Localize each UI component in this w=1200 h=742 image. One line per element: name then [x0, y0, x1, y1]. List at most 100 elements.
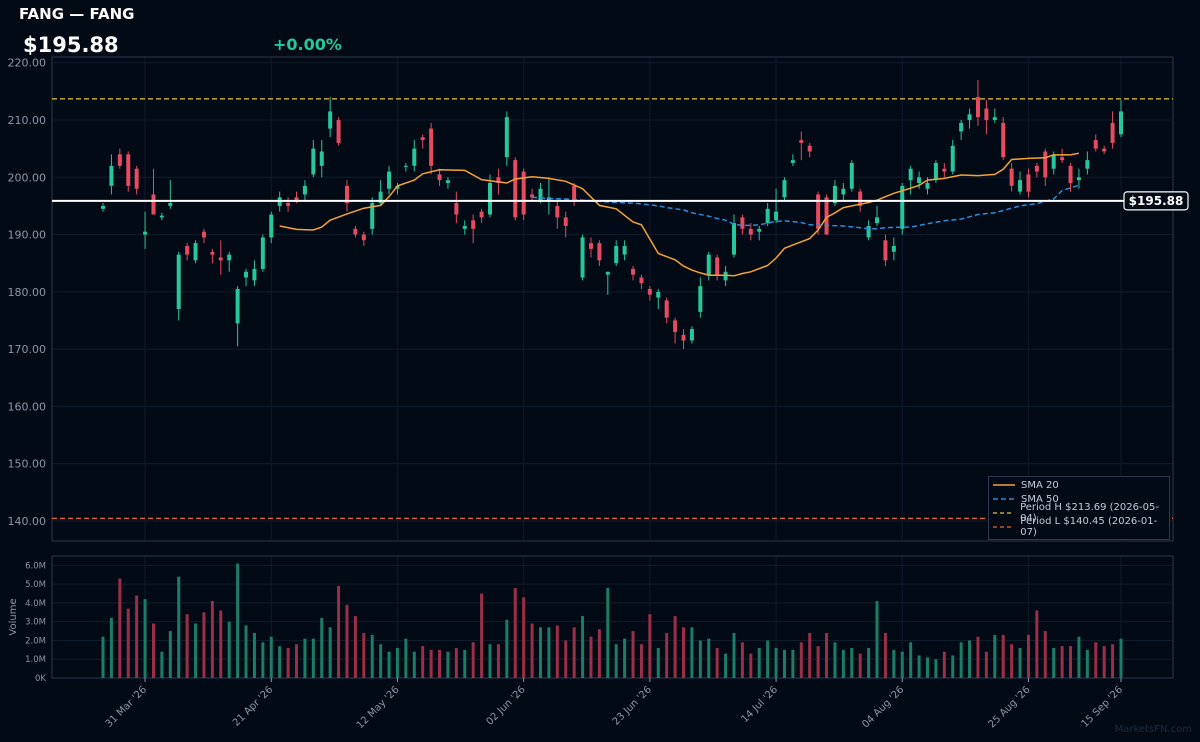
volume-bar: [185, 614, 189, 678]
candle-body: [673, 320, 678, 332]
candle-body: [832, 185, 837, 204]
chart-title: FANG — FANG: [19, 5, 135, 23]
volume-bar: [597, 629, 601, 678]
candle-body: [227, 254, 232, 261]
candle-body: [420, 137, 425, 141]
volume-bar: [665, 632, 669, 678]
candle: [286, 197, 291, 212]
legend-label: SMA 50: [1021, 493, 1059, 505]
volume-bar: [976, 636, 980, 678]
volume-tick-label: 2.0M: [25, 636, 46, 646]
candle-body: [462, 225, 467, 229]
volume-bar: [118, 578, 122, 678]
volume-bar: [1052, 647, 1056, 678]
candle-body: [530, 194, 535, 198]
volume-bar: [438, 649, 442, 678]
volume-bar: [395, 647, 399, 678]
candle-body: [866, 225, 871, 238]
candle-body: [361, 234, 366, 241]
volume-bar: [286, 647, 290, 678]
volume-bar: [429, 649, 433, 678]
candle-body: [286, 203, 291, 206]
candle: [403, 162, 408, 172]
volume-bar: [875, 601, 879, 678]
candle-body: [370, 203, 375, 229]
volume-bar: [446, 651, 450, 678]
candle: [302, 180, 307, 201]
candle-body: [471, 220, 476, 229]
volume-bar: [984, 651, 988, 678]
volume-bar: [909, 642, 913, 678]
candle-body: [765, 208, 770, 224]
volume-bar: [480, 593, 484, 678]
candle-body: [984, 108, 989, 121]
candle: [437, 168, 442, 186]
candle-body: [807, 145, 812, 152]
volume-bar: [1026, 634, 1030, 678]
volume-bar: [707, 638, 711, 678]
volume-bar: [538, 627, 542, 678]
candle-body: [353, 228, 358, 235]
candle: [454, 191, 459, 224]
volume-bar: [353, 616, 357, 678]
volume-bar: [496, 644, 500, 678]
volume-bar: [236, 563, 240, 678]
volume-bar: [1035, 610, 1039, 678]
candle-body: [647, 288, 652, 295]
watermark: MarketsFN.com: [1114, 724, 1192, 735]
candle-body: [496, 177, 501, 184]
candle-body: [387, 171, 392, 189]
candle-body: [302, 185, 307, 195]
candlesticks: [101, 79, 1123, 350]
candle-body: [429, 128, 434, 166]
volume-bar: [278, 646, 282, 678]
candle-body: [1026, 174, 1031, 192]
candle-body: [908, 168, 913, 181]
candle: [378, 180, 383, 206]
candle-body: [757, 228, 762, 232]
volume-bar: [749, 653, 753, 678]
volume-bar: [841, 649, 845, 678]
volume-bar: [143, 599, 147, 678]
candle: [1009, 162, 1014, 192]
sma50-line: [532, 184, 1080, 230]
candle: [757, 225, 762, 241]
candle: [816, 191, 821, 235]
candle: [748, 223, 753, 241]
candle: [445, 177, 450, 189]
candle: [252, 260, 257, 287]
candle: [328, 97, 333, 138]
candle: [176, 251, 181, 321]
candle-body: [580, 237, 585, 278]
volume-bar: [740, 642, 744, 678]
candle: [513, 157, 518, 221]
candle: [1043, 148, 1048, 186]
volume-bar: [959, 642, 963, 678]
candle: [387, 165, 392, 195]
volume-bar: [252, 632, 256, 678]
candle: [1076, 168, 1081, 189]
candle-body: [319, 151, 324, 166]
volume-bar: [261, 642, 265, 678]
volume-bar: [867, 647, 871, 678]
volume-bar: [522, 597, 526, 678]
candle-body: [328, 111, 333, 129]
candle: [900, 183, 905, 235]
candle-body: [656, 291, 661, 298]
candle: [841, 183, 846, 201]
candle: [479, 208, 484, 224]
candle: [361, 231, 366, 247]
volume-bar: [698, 640, 702, 678]
candle-body: [117, 154, 122, 166]
candle-body: [1060, 157, 1065, 161]
volume-bar: [925, 657, 929, 678]
candle: [538, 183, 543, 204]
candle: [530, 188, 535, 201]
candle-body: [723, 271, 728, 281]
volume-bar: [126, 608, 130, 678]
candle: [1026, 168, 1031, 198]
candle: [740, 214, 745, 235]
candle: [950, 140, 955, 175]
volume-tick-label: 3.0M: [25, 618, 46, 628]
candle-body: [698, 286, 703, 312]
